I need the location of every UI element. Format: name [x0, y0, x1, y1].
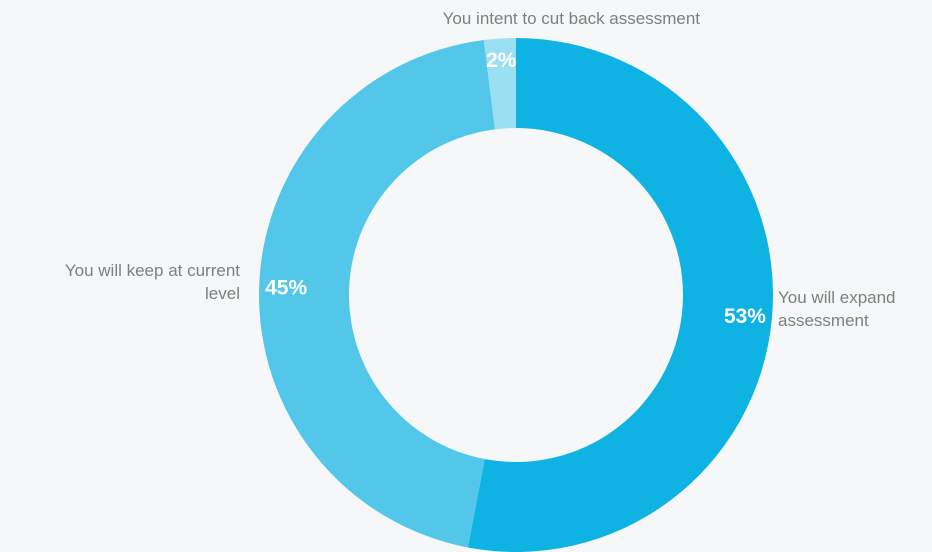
slice-cut-back: [483, 38, 516, 130]
value-label-cut-back: 2%: [486, 49, 517, 72]
category-label-keep-current: You will keep at current level: [64, 261, 240, 303]
slice-expand: [467, 38, 773, 552]
value-label-expand: 53%: [724, 305, 766, 328]
category-label-cut-back: You intent to cut back assessment: [442, 9, 700, 28]
category-label-expand: You will expand assessment: [778, 288, 896, 330]
slices-group: [259, 38, 773, 552]
value-labels-group: 53% 45% 2%: [265, 49, 766, 328]
value-label-keep-current: 45%: [265, 276, 307, 299]
slice-keep-current: [259, 40, 496, 548]
